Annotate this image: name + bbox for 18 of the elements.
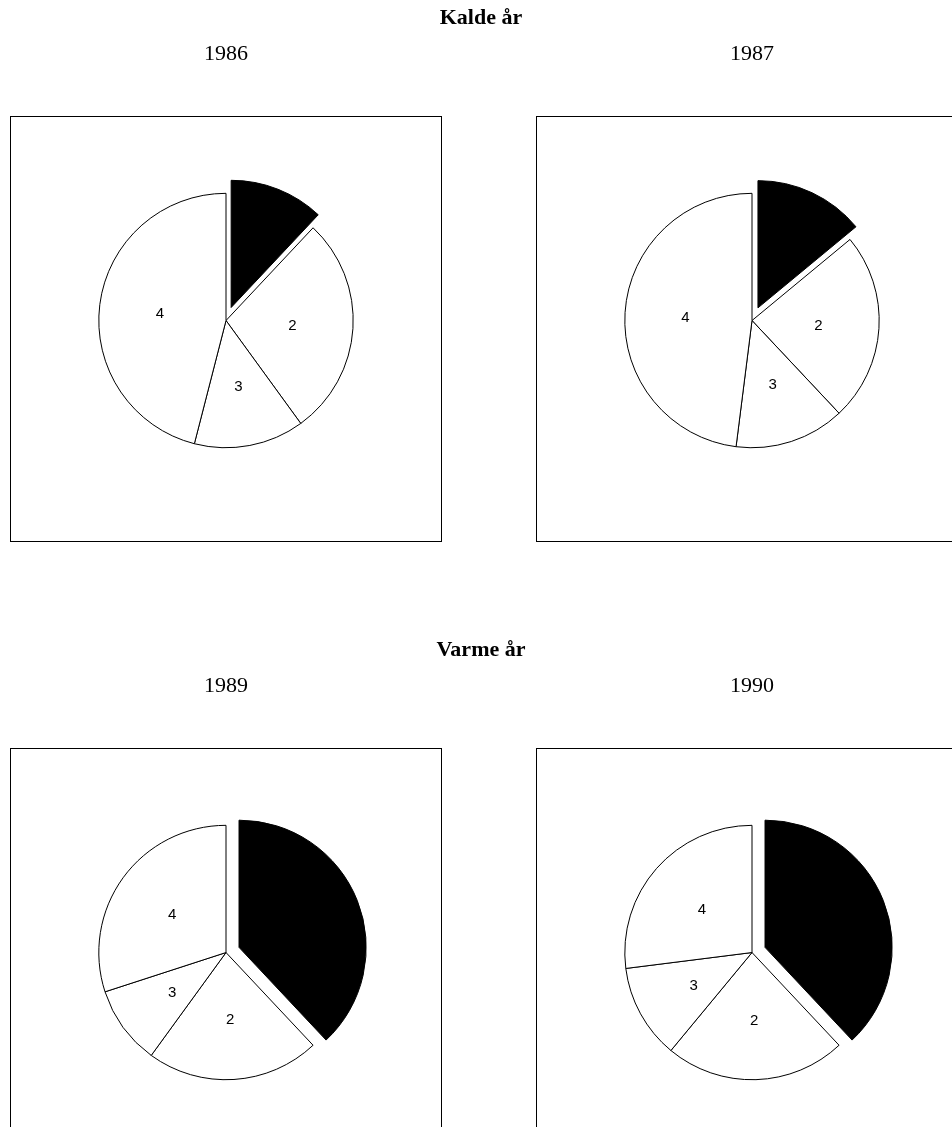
slice-label: 4 [681, 307, 690, 325]
slice-label: 4 [167, 904, 177, 922]
chart-title: 1986 [203, 40, 249, 67]
slice-label: 4 [697, 899, 707, 917]
chart-title: 1987 [729, 40, 775, 67]
slice-label: 3 [234, 377, 243, 395]
chart-title: 1989 [203, 672, 249, 699]
slice-label: 3 [689, 976, 698, 994]
slice-label: 2 [814, 316, 823, 334]
slice-label: 3 [768, 375, 777, 393]
slice-label: 4 [155, 303, 165, 321]
text: Kalde år [438, 4, 524, 30]
text: Varme år [435, 636, 527, 662]
slice-label: 2 [749, 1010, 759, 1028]
slice-label: 2 [288, 316, 297, 334]
slice-label: 3 [167, 983, 177, 1001]
chart-title: 1990 [729, 672, 775, 699]
slice-label: 2 [226, 1010, 235, 1028]
